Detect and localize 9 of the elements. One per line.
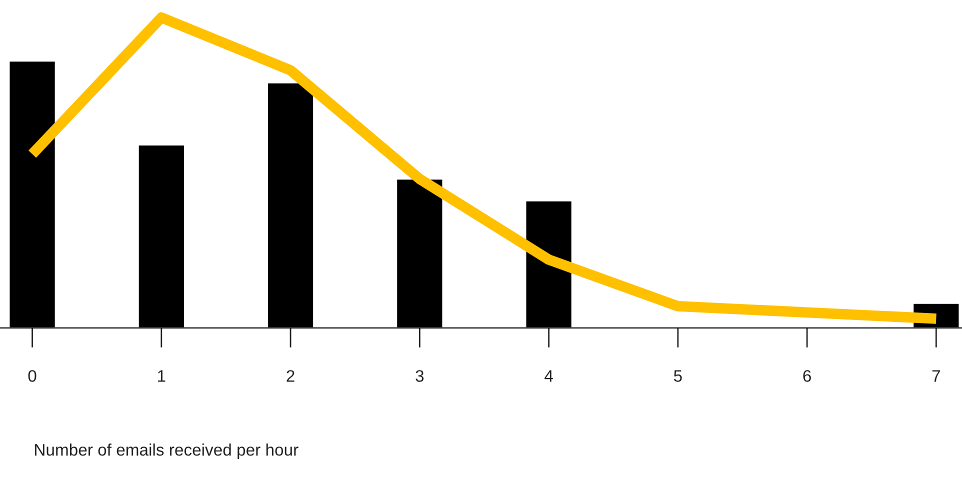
x-tick-label: 2 — [286, 370, 294, 382]
x-tick-label: 3 — [416, 370, 424, 382]
x-tick-label: 5 — [674, 370, 682, 382]
x-axis-title: Number of emails received per hour — [35, 443, 298, 460]
x-tick-label: 1 — [158, 370, 166, 382]
x-tick-label: 6 — [803, 370, 811, 382]
x-tick-label: 4 — [544, 370, 553, 382]
x-tick-label: 7 — [932, 370, 940, 382]
x-tick-label: 0 — [28, 370, 36, 382]
